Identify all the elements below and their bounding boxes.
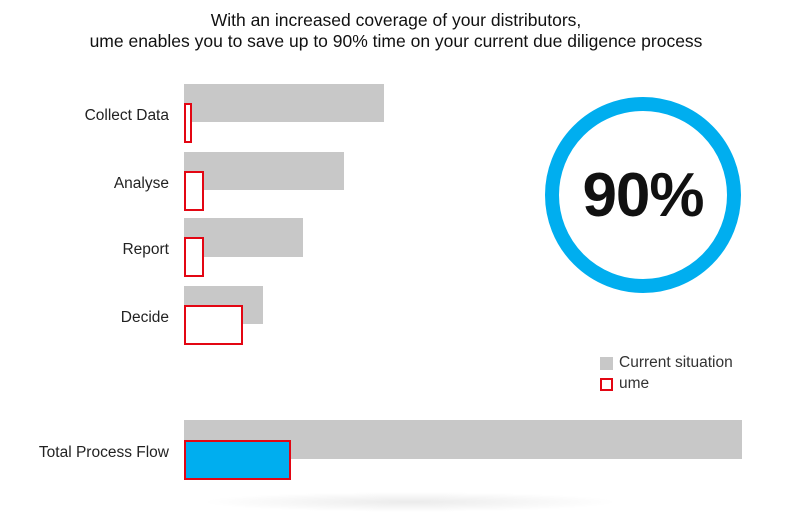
category-label-analyse: Analyse <box>113 175 169 192</box>
percentage-ring: 90% <box>545 97 741 293</box>
bottom-shadow <box>200 492 620 512</box>
legend-label-current: Current situation <box>619 354 733 371</box>
category-label-report: Report <box>122 241 169 258</box>
category-label-total-process-flow: Total Process Flow <box>38 444 169 461</box>
bar-ume-collect-data <box>184 103 192 143</box>
legend-swatch-current <box>600 356 613 370</box>
bar-ume-report <box>184 237 204 277</box>
title-line-2: ume enables you to save up to 90% time o… <box>89 31 703 51</box>
category-label-decide: Decide <box>120 309 169 326</box>
legend-swatch-ume <box>600 377 613 391</box>
legend-item-current: Current situation <box>600 354 733 372</box>
bar-current-analyse <box>184 152 344 190</box>
chart-title: With an increased coverage of your distr… <box>0 10 792 52</box>
category-label-collect-data: Collect Data <box>84 107 169 124</box>
bar-ume-total-process-flow <box>184 440 291 480</box>
legend-label-ume: ume <box>619 375 650 392</box>
title-line-1: With an increased coverage of your distr… <box>210 10 582 30</box>
ring-value: 90% <box>582 160 704 230</box>
legend-item-ume: ume <box>600 375 649 393</box>
bar-current-collect-data <box>184 84 384 122</box>
bar-ume-decide <box>184 305 243 345</box>
bar-ume-analyse <box>184 171 204 211</box>
